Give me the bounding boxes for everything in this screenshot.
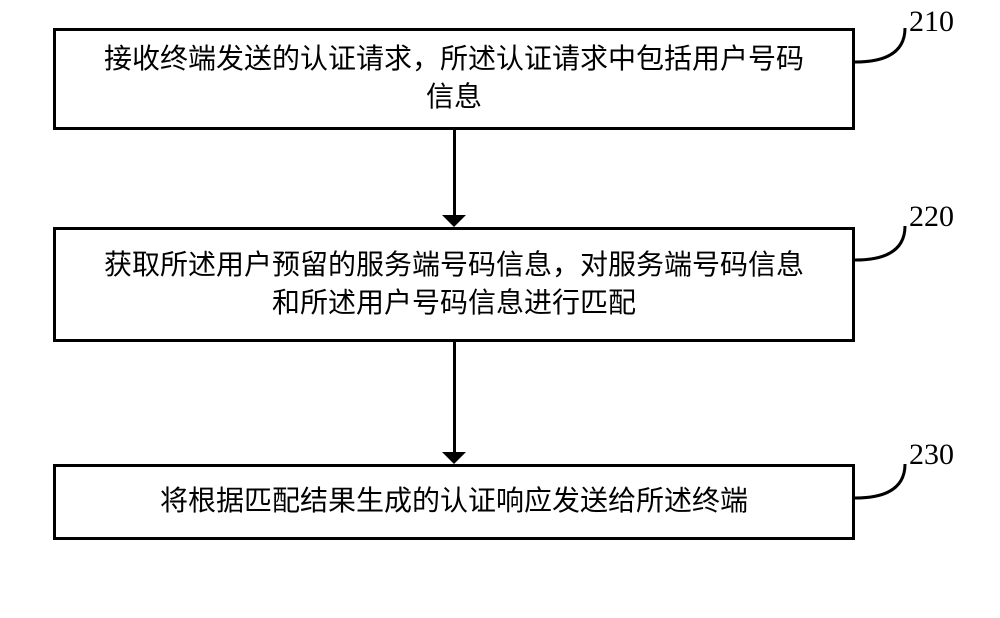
ref-label-230: 230 [909, 438, 954, 472]
arrow-2-head-icon [442, 452, 466, 464]
callout-curve-1-icon [853, 26, 907, 64]
flow-step-1-text: 接收终端发送的认证请求，所述认证请求中包括用户号码 信息 [104, 41, 804, 117]
callout-curve-2-icon [853, 224, 907, 262]
arrow-1-line [453, 130, 456, 215]
flow-step-3-text: 将根据匹配结果生成的认证响应发送给所述终端 [160, 483, 748, 521]
arrow-1-head-icon [442, 215, 466, 227]
flow-step-2-text: 获取所述用户预留的服务端号码信息，对服务端号码信息 和所述用户号码信息进行匹配 [104, 247, 804, 323]
flowchart-canvas: 接收终端发送的认证请求，所述认证请求中包括用户号码 信息 获取所述用户预留的服务… [0, 0, 1000, 618]
ref-label-210: 210 [909, 5, 954, 39]
flow-step-2: 获取所述用户预留的服务端号码信息，对服务端号码信息 和所述用户号码信息进行匹配 [53, 227, 855, 342]
flow-step-1: 接收终端发送的认证请求，所述认证请求中包括用户号码 信息 [53, 28, 855, 130]
flow-step-3: 将根据匹配结果生成的认证响应发送给所述终端 [53, 464, 855, 540]
callout-curve-3-icon [853, 462, 907, 500]
ref-label-220: 220 [909, 200, 954, 234]
arrow-2-line [453, 342, 456, 452]
